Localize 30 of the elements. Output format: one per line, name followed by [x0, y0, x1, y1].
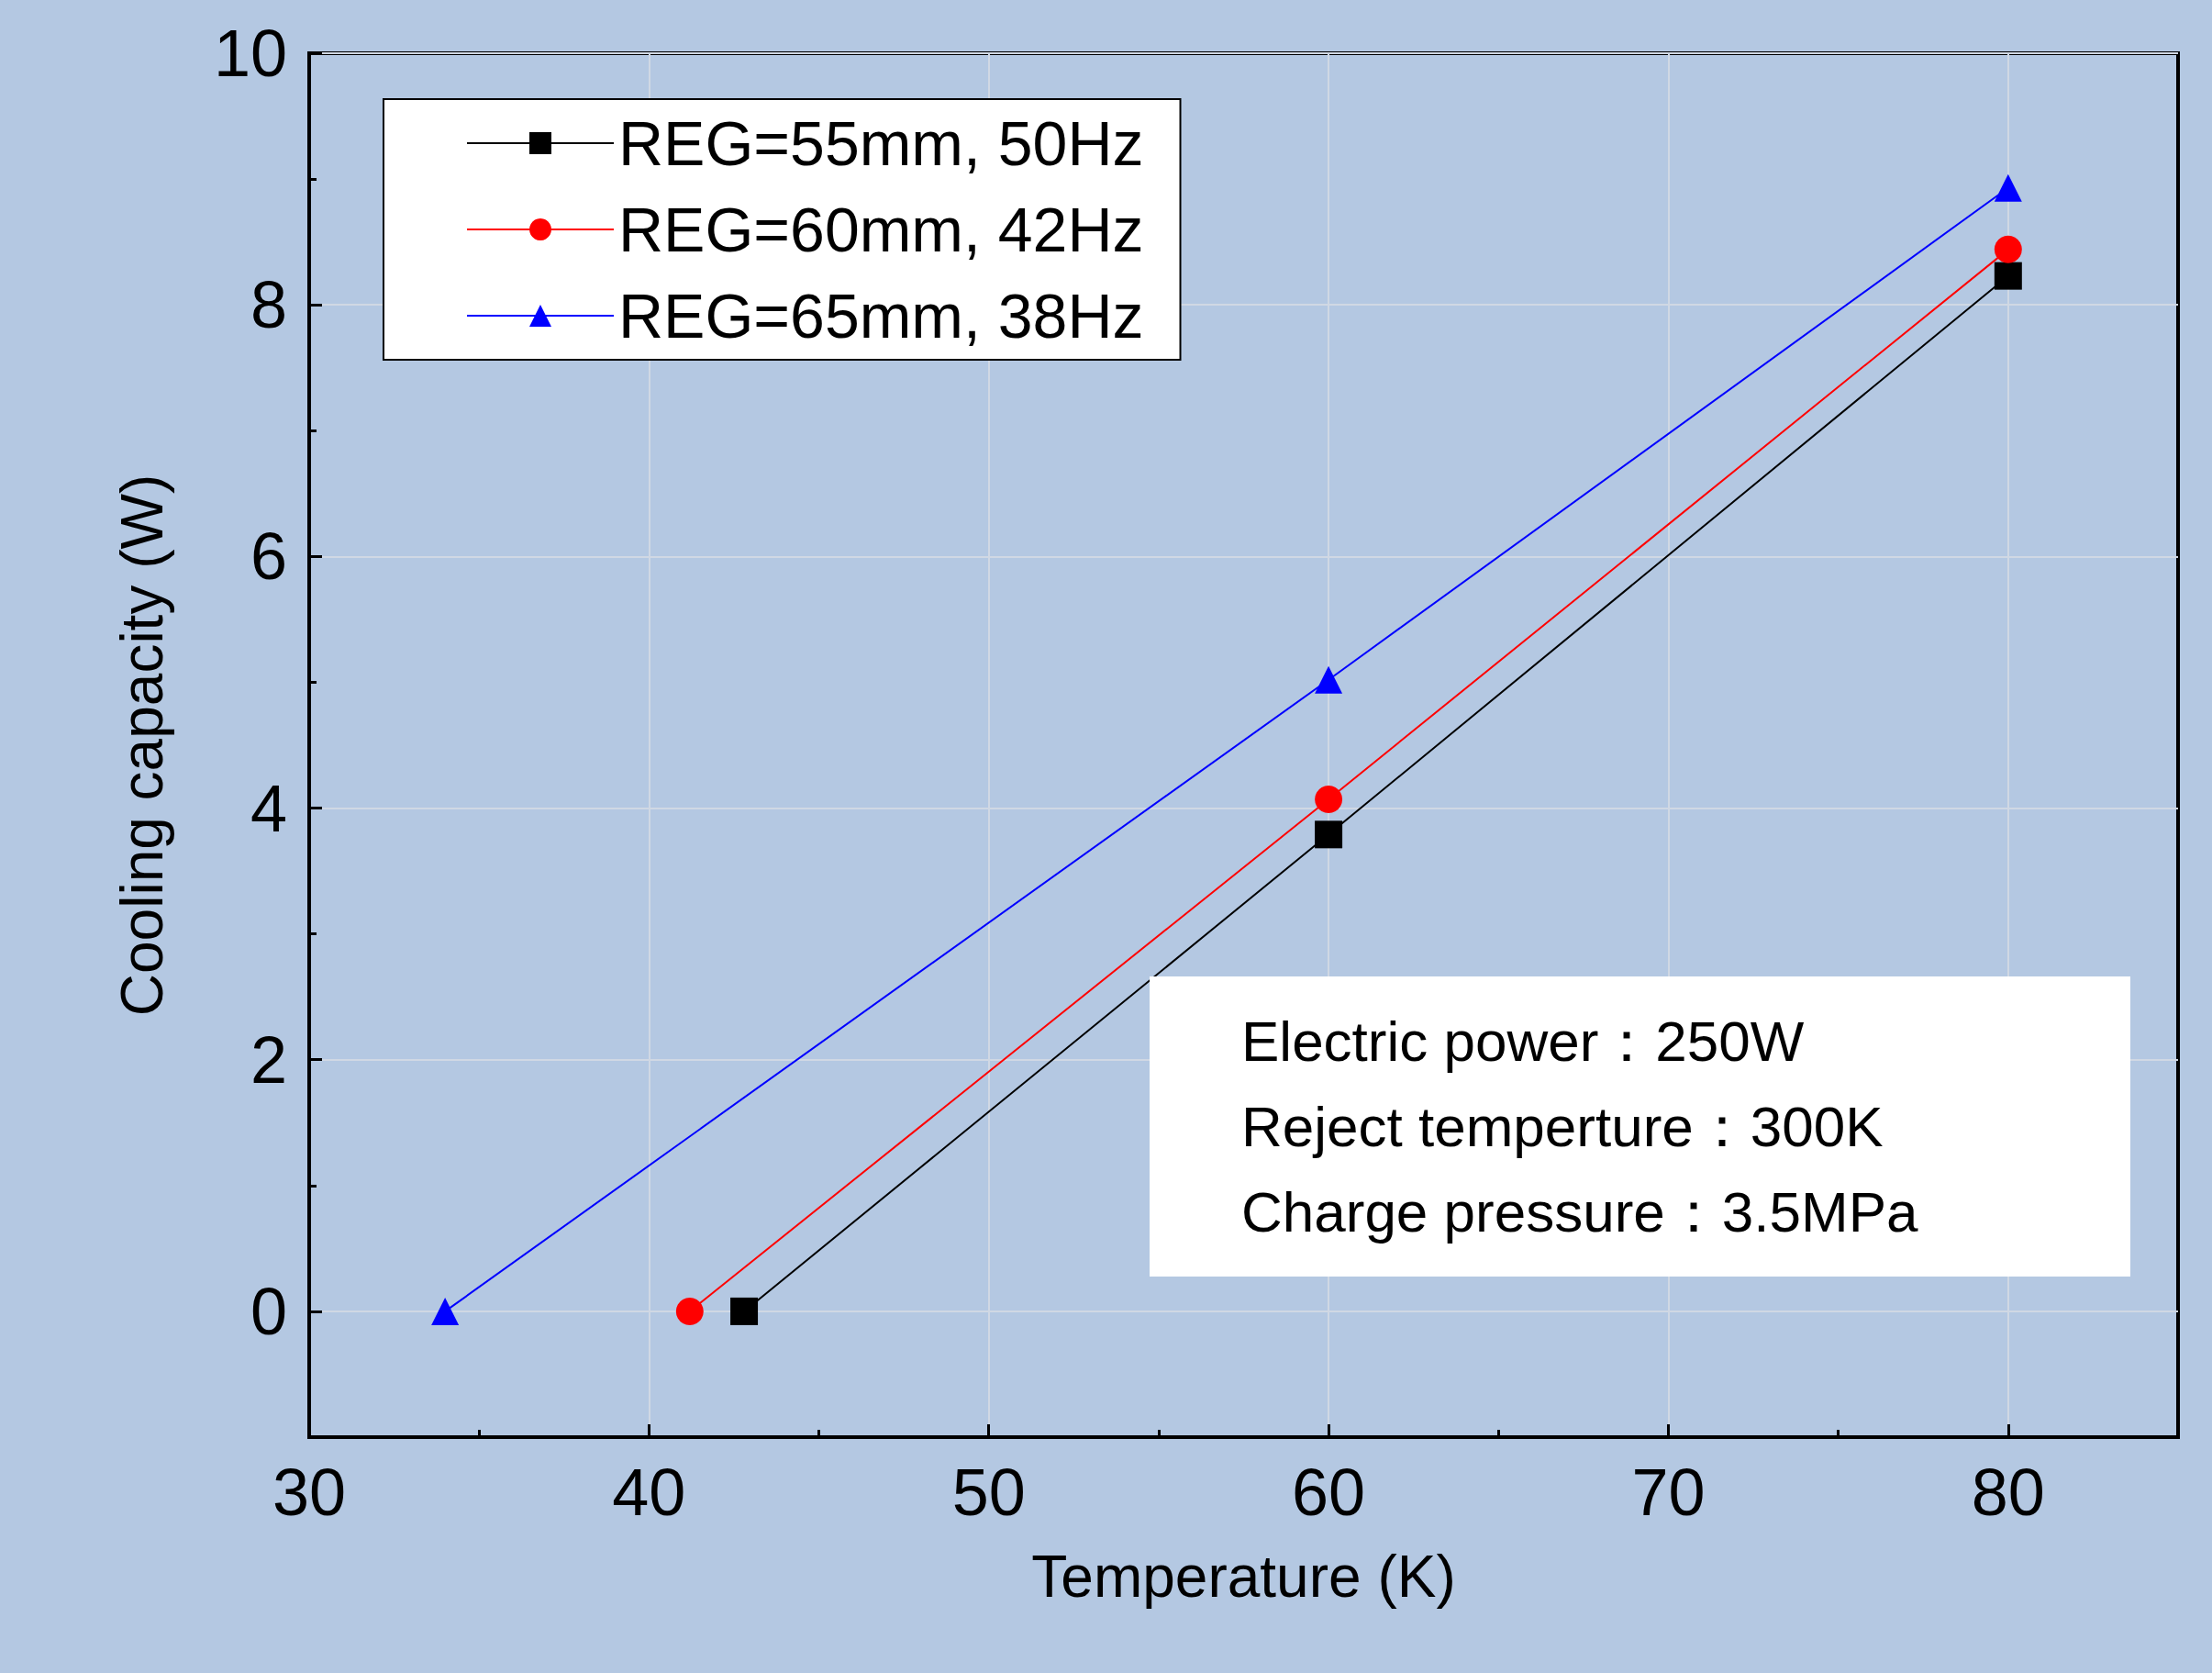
- y-tick-label: 0: [250, 1274, 287, 1348]
- x-tick-label: 70: [1631, 1456, 1706, 1529]
- legend-label: REG=55mm, 50Hz: [618, 108, 1144, 178]
- x-tick-label: 50: [951, 1456, 1026, 1529]
- point: [1315, 665, 1343, 694]
- point: [1994, 235, 2022, 263]
- point: [431, 1297, 460, 1325]
- legend-label: REG=65mm, 38Hz: [618, 281, 1144, 351]
- y-tick-label: 2: [250, 1022, 287, 1097]
- point: [730, 1297, 759, 1325]
- point: [1994, 173, 2022, 202]
- y-tick-label: 6: [250, 519, 287, 594]
- point: [1315, 820, 1343, 849]
- y-tick-label: 4: [250, 771, 287, 845]
- x-tick-label: 30: [272, 1456, 347, 1529]
- annotation: Charge pressure：3.5MPa: [1241, 1179, 1919, 1245]
- x-tick-label: 60: [1292, 1456, 1366, 1529]
- annotation: Electric power：250W: [1241, 1009, 1806, 1075]
- x-tick-label: 80: [1971, 1456, 2045, 1529]
- note-box: Electric power：250W Reject temperture：300K Charge pressure：3.5MPa: [1150, 976, 2130, 1277]
- x-tick-label: 40: [612, 1456, 686, 1529]
- point: [675, 1297, 704, 1325]
- y-tick-label: 10: [213, 17, 287, 90]
- y-tick-label: 8: [250, 268, 287, 342]
- legend-label: REG=60mm, 42Hz: [618, 195, 1144, 264]
- point: [1315, 785, 1343, 813]
- point: [1994, 262, 2022, 290]
- annotation: Reject temperture：300K: [1241, 1094, 1884, 1160]
- x-axis-title: Temperature (K): [1031, 1544, 1456, 1610]
- y-axis-title: Cooling capacity (W): [109, 474, 175, 1017]
